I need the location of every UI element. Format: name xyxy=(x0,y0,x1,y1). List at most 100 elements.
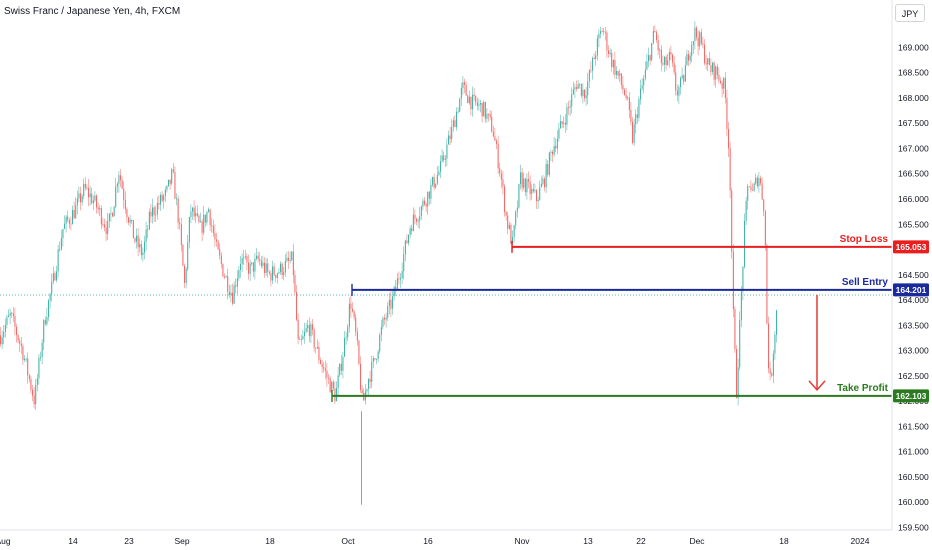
candle xyxy=(734,306,736,353)
candle xyxy=(131,219,133,224)
sell-entry-label: Sell Entry xyxy=(842,277,889,288)
candle xyxy=(475,95,477,106)
candle xyxy=(193,200,195,221)
candle xyxy=(326,363,328,387)
candle xyxy=(670,45,672,60)
candle xyxy=(352,302,354,313)
candle xyxy=(233,281,235,304)
candle xyxy=(585,87,587,106)
candle xyxy=(598,29,600,48)
candle xyxy=(744,213,746,269)
candle xyxy=(88,178,90,207)
candle xyxy=(28,373,30,383)
y-tick-label-1: 160.000 xyxy=(898,497,929,507)
candle xyxy=(283,266,285,281)
currency-selector[interactable]: JPY xyxy=(895,4,925,22)
candle xyxy=(264,257,266,279)
candle xyxy=(644,61,646,81)
candle xyxy=(304,322,306,344)
candle xyxy=(646,53,648,71)
y-tick-label-2: 160.500 xyxy=(898,472,929,482)
candle xyxy=(27,352,29,384)
candle xyxy=(457,107,459,114)
candle xyxy=(148,208,150,231)
candle xyxy=(228,284,230,298)
candle xyxy=(251,262,253,266)
candle xyxy=(656,29,658,43)
candle xyxy=(774,331,776,360)
candle xyxy=(51,273,53,302)
candle xyxy=(651,42,653,62)
candle xyxy=(68,218,70,229)
candle xyxy=(668,48,670,68)
candle xyxy=(467,94,469,104)
candle xyxy=(491,111,493,133)
candle xyxy=(315,347,317,354)
candle xyxy=(569,99,571,116)
candle xyxy=(41,339,43,365)
candle xyxy=(32,384,34,402)
candle xyxy=(556,130,558,155)
candle xyxy=(60,230,62,251)
candle xyxy=(254,252,256,280)
candle xyxy=(414,209,416,225)
candle xyxy=(524,177,526,197)
candle xyxy=(582,83,584,104)
candle xyxy=(707,58,709,72)
candle xyxy=(436,166,438,186)
candle xyxy=(726,89,728,137)
candle xyxy=(257,251,259,263)
candle xyxy=(312,318,314,336)
candle xyxy=(620,73,622,90)
candle xyxy=(310,321,312,343)
take-profit-price-tag xyxy=(893,389,929,403)
candle xyxy=(443,151,445,163)
candle xyxy=(97,202,99,214)
plot-background xyxy=(0,0,892,530)
candle xyxy=(334,381,336,404)
y-tick-label-15: 167.000 xyxy=(898,143,929,153)
candle xyxy=(3,325,5,345)
candle xyxy=(265,258,267,276)
candle xyxy=(11,311,13,318)
candle xyxy=(276,272,278,284)
candle xyxy=(446,138,448,167)
candle xyxy=(732,243,734,318)
candle xyxy=(776,309,778,343)
candle xyxy=(104,218,106,232)
candle xyxy=(520,164,522,190)
candle xyxy=(532,183,534,193)
candle xyxy=(384,314,386,325)
candle xyxy=(648,47,650,68)
candle xyxy=(614,51,616,79)
candle xyxy=(560,114,562,129)
candle xyxy=(372,355,374,369)
candle xyxy=(404,240,406,262)
candle xyxy=(632,117,634,145)
candle xyxy=(689,52,691,65)
candle xyxy=(278,267,280,275)
candle xyxy=(462,76,464,95)
candle xyxy=(121,176,123,190)
candle xyxy=(248,254,250,280)
candle xyxy=(574,83,576,98)
candle xyxy=(216,232,218,247)
candle xyxy=(16,323,18,343)
candle xyxy=(416,217,418,226)
candle xyxy=(747,183,749,210)
candle xyxy=(294,270,296,295)
candle xyxy=(348,297,350,333)
candle xyxy=(124,191,126,214)
candle xyxy=(246,253,248,271)
candle xyxy=(89,185,91,206)
candle xyxy=(721,80,723,98)
candle xyxy=(156,196,158,220)
candle xyxy=(382,316,384,330)
candle xyxy=(270,270,272,287)
candle xyxy=(548,151,550,178)
candle xyxy=(112,211,114,218)
candle xyxy=(486,108,488,123)
candle xyxy=(710,58,712,77)
candle xyxy=(731,187,733,259)
